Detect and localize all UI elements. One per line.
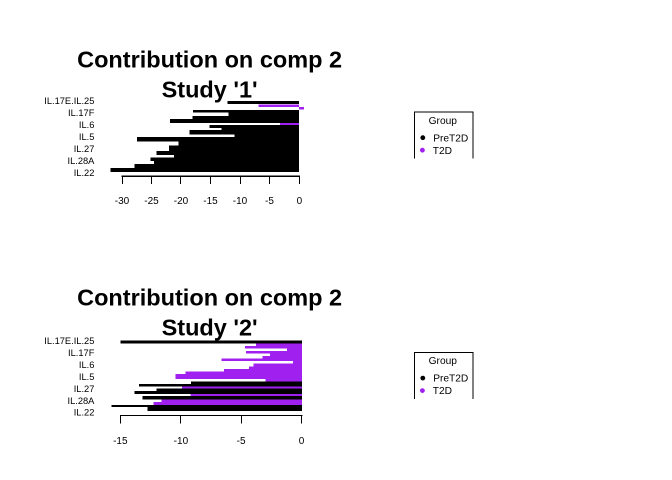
svg-text:IL.5: IL.5 [79, 132, 95, 142]
svg-text:IL.17F: IL.17F [68, 108, 95, 118]
svg-text:Group: Group [429, 356, 458, 367]
svg-text:IL.17F: IL.17F [68, 348, 95, 358]
svg-text:-10: -10 [233, 196, 248, 207]
svg-text:Contribution on comp 2: Contribution on comp 2 [77, 47, 342, 73]
svg-text:-20: -20 [174, 196, 189, 207]
svg-text:IL.22: IL.22 [74, 408, 95, 418]
svg-text:-10: -10 [174, 436, 189, 447]
svg-text:0: 0 [299, 436, 305, 447]
svg-text:-30: -30 [115, 196, 130, 207]
svg-text:PreT2D: PreT2D [433, 374, 468, 385]
svg-text:-5: -5 [237, 436, 246, 447]
svg-text:IL.5: IL.5 [79, 372, 95, 382]
svg-text:PreT2D: PreT2D [433, 133, 468, 144]
svg-text:Group: Group [429, 116, 458, 127]
svg-text:-15: -15 [113, 436, 128, 447]
svg-text:IL.17E.IL.25: IL.17E.IL.25 [44, 96, 94, 106]
svg-text:IL.22: IL.22 [74, 168, 95, 178]
svg-text:-5: -5 [265, 196, 274, 207]
svg-text:-25: -25 [144, 196, 159, 207]
svg-text:Study '2': Study '2' [162, 314, 258, 340]
svg-text:IL.27: IL.27 [74, 144, 95, 154]
svg-text:IL.27: IL.27 [74, 384, 95, 394]
svg-text:0: 0 [297, 196, 303, 207]
svg-text:Contribution on comp 2: Contribution on comp 2 [77, 285, 342, 311]
svg-text:IL.6: IL.6 [79, 120, 95, 130]
svg-text:IL.28A: IL.28A [68, 396, 96, 406]
svg-text:T2D: T2D [433, 146, 452, 157]
svg-text:IL.6: IL.6 [79, 360, 95, 370]
svg-text:IL.28A: IL.28A [68, 156, 96, 166]
svg-text:IL.17E.IL.25: IL.17E.IL.25 [44, 336, 94, 346]
svg-text:-15: -15 [203, 196, 218, 207]
svg-text:Study '1': Study '1' [162, 76, 258, 102]
svg-text:T2D: T2D [433, 386, 452, 397]
